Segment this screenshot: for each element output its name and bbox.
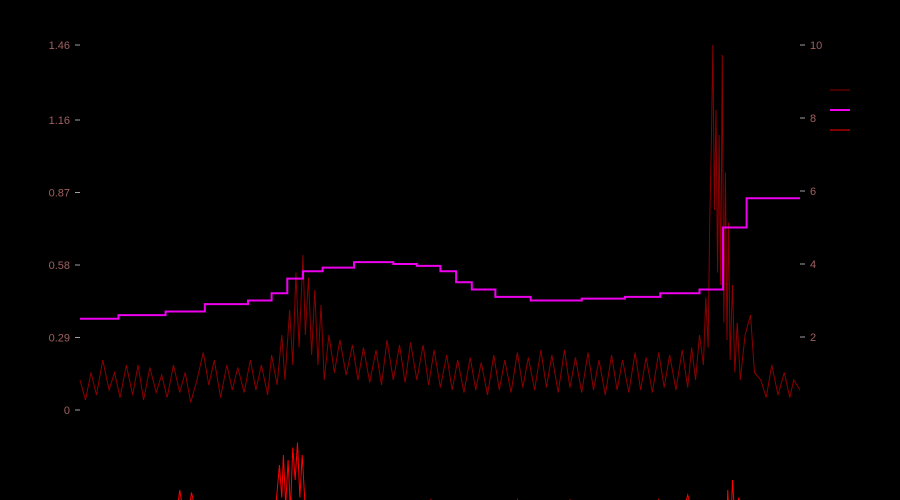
y-right-tick-label: 2: [810, 332, 816, 344]
y-left-tick-label: 0.87: [49, 188, 70, 200]
y-left-tick-label: 0: [64, 405, 70, 417]
y-left-tick-label: 0.58: [49, 260, 70, 272]
y-left-tick-label: 1.46: [49, 40, 70, 52]
y-left-tick-label: 1.16: [49, 115, 70, 127]
chart-background: [0, 0, 900, 500]
chart: 00.290.580.871.161.462468101184.4367.855…: [0, 0, 900, 500]
y-right-tick-label: 6: [810, 186, 816, 198]
y-right-tick-label: 4: [810, 259, 816, 271]
y-right-tick-label: 8: [810, 113, 816, 125]
y-left-tick-label: 0.29: [49, 333, 70, 345]
y-right-tick-label: 10: [810, 40, 822, 52]
